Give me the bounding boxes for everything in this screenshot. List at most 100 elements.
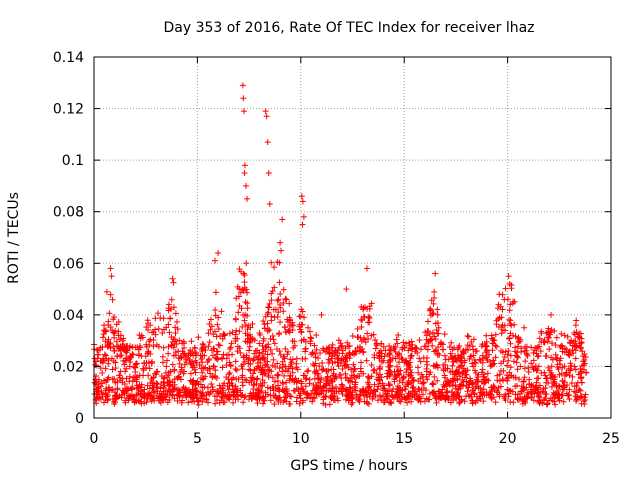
data-point xyxy=(215,325,222,332)
data-point xyxy=(508,372,515,379)
data-point xyxy=(448,339,455,346)
data-point xyxy=(195,334,202,341)
data-point xyxy=(551,398,558,405)
data-point xyxy=(442,366,449,373)
data-point xyxy=(437,392,444,399)
data-point xyxy=(334,359,341,366)
data-point xyxy=(514,366,521,373)
data-point xyxy=(582,353,589,360)
data-point xyxy=(233,327,240,334)
data-point xyxy=(521,393,528,400)
data-point xyxy=(281,372,288,379)
data-point xyxy=(386,363,393,370)
data-point xyxy=(342,396,349,403)
data-point xyxy=(133,376,140,383)
data-point xyxy=(408,369,415,376)
data-point xyxy=(282,328,289,335)
data-point xyxy=(465,333,472,340)
y-tick-label: 0.1 xyxy=(62,153,84,169)
data-point xyxy=(555,383,562,390)
data-point xyxy=(242,299,249,306)
data-point xyxy=(147,351,154,358)
data-point xyxy=(266,300,273,307)
data-point xyxy=(431,373,438,380)
data-point xyxy=(427,337,434,344)
data-point xyxy=(494,387,501,394)
data-point xyxy=(372,388,379,395)
data-point xyxy=(261,379,268,386)
data-point xyxy=(392,374,399,381)
data-point xyxy=(551,394,558,401)
data-point xyxy=(174,397,181,404)
data-point xyxy=(522,343,529,350)
data-point xyxy=(315,370,322,377)
data-point xyxy=(138,353,145,360)
data-point xyxy=(210,363,217,370)
data-point xyxy=(496,314,503,321)
data-point xyxy=(498,347,505,354)
data-point xyxy=(240,95,247,102)
data-point xyxy=(493,343,500,350)
data-point xyxy=(345,391,352,398)
data-point xyxy=(266,327,273,334)
data-point xyxy=(286,401,293,408)
data-point xyxy=(265,341,272,348)
data-point xyxy=(472,370,479,377)
data-point xyxy=(563,369,570,376)
data-point xyxy=(102,365,109,372)
data-point xyxy=(415,385,422,392)
data-point xyxy=(198,365,205,372)
data-point xyxy=(548,383,555,390)
data-point xyxy=(535,363,542,370)
data-point xyxy=(165,307,172,314)
data-point xyxy=(134,373,141,380)
data-point xyxy=(431,388,438,395)
data-point xyxy=(364,394,371,401)
data-point xyxy=(410,384,417,391)
data-point xyxy=(255,353,262,360)
data-point xyxy=(320,345,327,352)
data-point xyxy=(261,397,268,404)
data-point xyxy=(138,384,145,391)
data-point xyxy=(392,355,399,362)
y-axis-title: ROTI / TECUs xyxy=(6,192,22,284)
data-point xyxy=(558,342,565,349)
data-point xyxy=(246,355,253,362)
data-point xyxy=(469,397,476,404)
data-point xyxy=(170,279,177,286)
data-point xyxy=(146,338,153,345)
data-point xyxy=(423,368,430,375)
data-point xyxy=(350,361,357,368)
x-tick-label: 15 xyxy=(395,431,413,447)
data-point xyxy=(472,399,479,406)
data-point xyxy=(553,382,560,389)
data-point xyxy=(294,366,301,373)
data-point xyxy=(163,324,170,331)
data-point xyxy=(384,373,391,380)
data-point xyxy=(338,343,345,350)
data-point xyxy=(207,316,214,323)
data-point xyxy=(145,359,152,366)
data-point xyxy=(339,365,346,372)
data-point xyxy=(489,386,496,393)
data-point xyxy=(470,363,477,370)
data-point xyxy=(446,344,453,351)
data-point xyxy=(175,373,182,380)
data-point xyxy=(274,297,281,304)
data-point xyxy=(260,346,267,353)
data-point xyxy=(288,359,295,366)
data-point xyxy=(248,395,255,402)
data-point xyxy=(111,400,118,407)
data-point xyxy=(370,387,377,394)
data-point xyxy=(171,340,178,347)
data-point xyxy=(459,377,466,384)
data-point xyxy=(114,378,121,385)
data-point xyxy=(351,383,358,390)
data-point xyxy=(373,370,380,377)
data-point xyxy=(234,343,241,350)
data-point xyxy=(506,316,513,323)
data-point xyxy=(217,333,224,340)
data-point xyxy=(216,342,223,349)
data-point xyxy=(176,360,183,367)
data-point xyxy=(496,291,503,298)
